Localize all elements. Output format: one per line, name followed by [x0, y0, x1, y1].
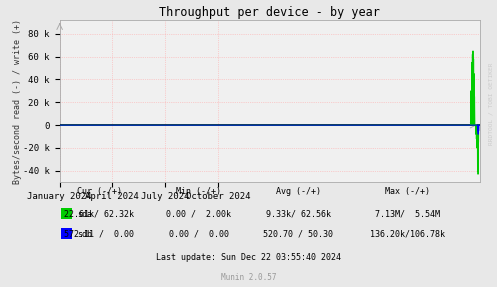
Text: 520.70 / 50.30: 520.70 / 50.30 — [263, 230, 333, 239]
Text: 0.00 /  0.00: 0.00 / 0.00 — [169, 230, 229, 239]
Text: 572.11 /  0.00: 572.11 / 0.00 — [65, 230, 134, 239]
Y-axis label: Bytes/second read (-) / write (+): Bytes/second read (-) / write (+) — [12, 19, 22, 184]
Text: sda: sda — [77, 210, 92, 219]
Text: sdb: sdb — [77, 230, 92, 239]
Text: Last update: Sun Dec 22 03:55:40 2024: Last update: Sun Dec 22 03:55:40 2024 — [156, 253, 341, 262]
Text: 136.20k/106.78k: 136.20k/106.78k — [370, 230, 445, 239]
Text: Cur (-/+): Cur (-/+) — [77, 187, 122, 196]
Text: 9.33k/ 62.56k: 9.33k/ 62.56k — [266, 210, 331, 219]
Text: Max (-/+): Max (-/+) — [385, 187, 430, 196]
Text: Munin 2.0.57: Munin 2.0.57 — [221, 273, 276, 282]
Text: RRDTOOL / TOBI OETIKER: RRDTOOL / TOBI OETIKER — [488, 62, 493, 145]
Title: Throughput per device - by year: Throughput per device - by year — [159, 6, 380, 19]
Text: 22.61k/ 62.32k: 22.61k/ 62.32k — [65, 210, 134, 219]
Text: Avg (-/+): Avg (-/+) — [276, 187, 321, 196]
Text: Min (-/+): Min (-/+) — [176, 187, 221, 196]
Text: 7.13M/  5.54M: 7.13M/ 5.54M — [375, 210, 440, 219]
Text: 0.00 /  2.00k: 0.00 / 2.00k — [166, 210, 231, 219]
